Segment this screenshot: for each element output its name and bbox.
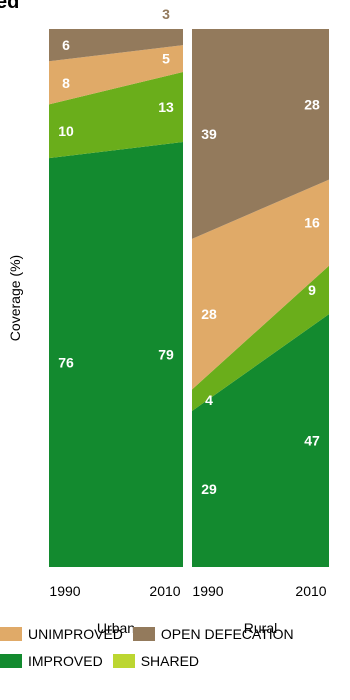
rural-label-shared-2010: 9	[308, 282, 316, 298]
rural-area-improved	[192, 314, 329, 567]
urban-area-open-defecation	[49, 29, 183, 62]
y-axis-label: Coverage (%)	[7, 255, 23, 341]
legend-label-shared: SHARED	[140, 653, 200, 669]
urban-area-shared	[49, 72, 183, 159]
urban-label-improved-1990: 76	[58, 355, 74, 371]
urban-area-improved	[49, 141, 183, 568]
rural-label-open-defecation-2010: 28	[304, 96, 320, 112]
rural-label-unimproved-1990: 28	[201, 306, 217, 322]
legend-item-open-defecation: OPEN DEFECATION	[132, 626, 294, 642]
urban-label-open-defecation-1990: 6	[62, 37, 70, 53]
legend-row-2: IMPROVED SHARED	[0, 653, 209, 669]
chart-title: ed	[0, 0, 20, 13]
rural-panel-label: Rural	[244, 620, 277, 636]
urban-label-shared-1990: 10	[58, 123, 74, 139]
rural-x-tick-1990: 1990	[192, 583, 223, 599]
legend-label-open-defecation: OPEN DEFECATION	[160, 626, 294, 642]
legend-swatch-unimproved	[0, 627, 22, 641]
rural-area-shared	[192, 265, 329, 411]
urban-label-open-defecation-2010: 3	[162, 6, 170, 22]
legend-label-unimproved: UNIMPROVED	[28, 626, 123, 642]
rural-area-open-defecation	[192, 29, 329, 239]
legend-swatch-open-defecation	[132, 627, 155, 641]
rural-label-open-defecation-1990: 39	[201, 126, 217, 142]
urban-label-unimproved-2010: 5	[162, 51, 170, 67]
rural-area-unimproved	[192, 179, 329, 390]
rural-label-shared-1990: 4	[205, 392, 213, 408]
urban-label-improved-2010: 79	[158, 346, 174, 362]
urban-area-unimproved	[49, 45, 183, 105]
legend-label-improved: IMPROVED	[28, 653, 103, 669]
urban-panel-label: Urban	[97, 620, 135, 636]
legend-item-improved: IMPROVED	[0, 653, 103, 669]
rural-label-unimproved-2010: 16	[304, 215, 320, 231]
rural-x-tick-2010: 2010	[295, 583, 326, 599]
legend-row-1: UNIMPROVED OPEN DEFECATION	[0, 626, 304, 642]
urban-x-tick-2010: 2010	[149, 583, 180, 599]
rural-label-improved-1990: 29	[201, 481, 217, 497]
urban-x-tick-1990: 1990	[49, 583, 80, 599]
legend-item-shared: SHARED	[112, 653, 200, 669]
rural-label-improved-2010: 47	[304, 433, 320, 449]
legend-swatch-shared	[112, 654, 135, 668]
legend-swatch-improved	[0, 654, 22, 668]
urban-label-unimproved-1990: 8	[62, 75, 70, 91]
legend-item-unimproved: UNIMPROVED	[0, 626, 123, 642]
urban-label-shared-2010: 13	[158, 99, 174, 115]
